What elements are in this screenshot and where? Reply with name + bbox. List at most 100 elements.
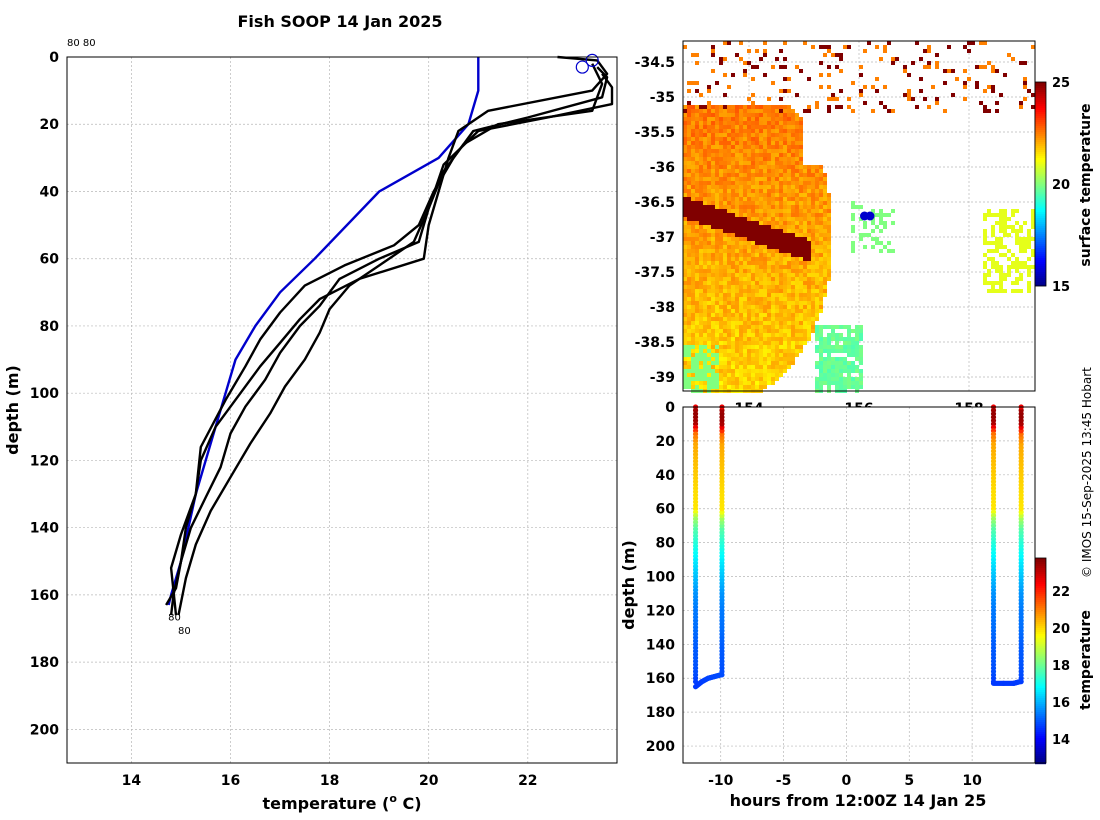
sst-pixel (735, 109, 739, 113)
sst-pixel (763, 237, 767, 241)
sst-pixel (759, 281, 763, 285)
sst-pixel (783, 345, 787, 349)
sst-pixel (755, 109, 759, 113)
sst-pixel (707, 85, 711, 89)
sst-pixel (751, 145, 755, 149)
sst-pixel (835, 325, 839, 329)
sst-pixel (739, 241, 743, 245)
sst-pixel (735, 333, 739, 337)
sst-pixel (735, 341, 739, 345)
sst-pixel (699, 185, 703, 189)
sst-pixel (739, 265, 743, 269)
sst-pixel (767, 293, 771, 297)
sst-pixel (695, 269, 699, 273)
sst-pixel (799, 125, 803, 129)
sst-pixel (687, 181, 691, 185)
sst-pixel (683, 277, 687, 281)
sst-colorbar-segment (1035, 196, 1046, 199)
sst-pixel (739, 337, 743, 341)
sst-pixel (755, 133, 759, 137)
sst-pixel (695, 153, 699, 157)
sst-pixel (711, 377, 715, 381)
sst-pixel (727, 109, 731, 113)
sst-pixel (731, 277, 735, 281)
sst-pixel (815, 377, 819, 381)
sst-pixel (763, 41, 767, 45)
sst-pixel (687, 377, 691, 381)
sst-pixel (735, 185, 739, 189)
sst-pixel (727, 337, 731, 341)
sst-pixel (711, 345, 715, 349)
sst-pixel (707, 129, 711, 133)
sst-pixel (775, 325, 779, 329)
sst-pixel (719, 305, 723, 309)
sst-pixel (775, 281, 779, 285)
sst-pixel (719, 349, 723, 353)
sst-pixel (751, 309, 755, 313)
sst-pixel (703, 209, 707, 213)
sst-pixel (759, 313, 763, 317)
sst-pixel (707, 261, 711, 265)
sst-pixel (1003, 217, 1007, 221)
sst-pixel (755, 289, 759, 293)
temperature-colorbar-segment (1035, 558, 1046, 561)
sst-pixel (739, 357, 743, 361)
sst-pixel (751, 245, 755, 249)
sst-pixel (735, 141, 739, 145)
sst-pixel (983, 241, 987, 245)
sst-pixel (775, 133, 779, 137)
sst-pixel (763, 297, 767, 301)
sst-pixel (791, 141, 795, 145)
sst-pixel (787, 133, 791, 137)
sst-pixel (687, 221, 691, 225)
sst-pixel (735, 189, 739, 193)
sst-pixel (875, 89, 879, 93)
sst-pixel (743, 353, 747, 357)
sst-pixel (919, 57, 923, 61)
temperature-colorbar-segment (1035, 584, 1046, 587)
sst-pixel (819, 365, 823, 369)
sst-pixel (759, 341, 763, 345)
sst-pixel (755, 113, 759, 117)
sst-pixel (683, 141, 687, 145)
sst-pixel (723, 233, 727, 237)
sst-pixel (759, 241, 763, 245)
sst-pixel (695, 113, 699, 117)
sst-pixel (871, 229, 875, 233)
sst-pixel (799, 297, 803, 301)
sst-pixel (711, 45, 715, 49)
sst-pixel (783, 209, 787, 213)
profile-ytick-label: 60 (40, 252, 60, 268)
ship-position (865, 211, 875, 221)
depth-time-dots (692, 404, 1024, 690)
sst-pixel (819, 253, 823, 257)
sst-pixel (719, 341, 723, 345)
sst-pixel (767, 233, 771, 237)
sst-pixel (1019, 249, 1023, 253)
sst-pixel (759, 137, 763, 141)
sst-pixel (819, 305, 823, 309)
sst-pixel (691, 137, 695, 141)
sst-pixel (751, 197, 755, 201)
temperature-colorbar-segment (1035, 626, 1046, 629)
sst-pixel (859, 237, 863, 241)
sst-pixel (723, 333, 727, 337)
sst-pixel (767, 337, 771, 341)
sst-pixel (783, 181, 787, 185)
sst-pixel (707, 301, 711, 305)
sst-pixel (707, 173, 711, 177)
sst-pixel (887, 241, 891, 245)
sst-pixel (923, 97, 927, 101)
sst-pixel (811, 281, 815, 285)
sst-pixel (787, 353, 791, 357)
sst-pixel (739, 225, 743, 229)
sst-pixel (743, 117, 747, 121)
sst-pixel (719, 361, 723, 365)
sst-pixel (787, 277, 791, 281)
sst-pixel (751, 209, 755, 213)
sst-pixel (759, 229, 763, 233)
sst-pixel (759, 309, 763, 313)
sst-pixel (711, 337, 715, 341)
sst-pixel (699, 373, 703, 377)
sst-pixel (727, 237, 731, 241)
